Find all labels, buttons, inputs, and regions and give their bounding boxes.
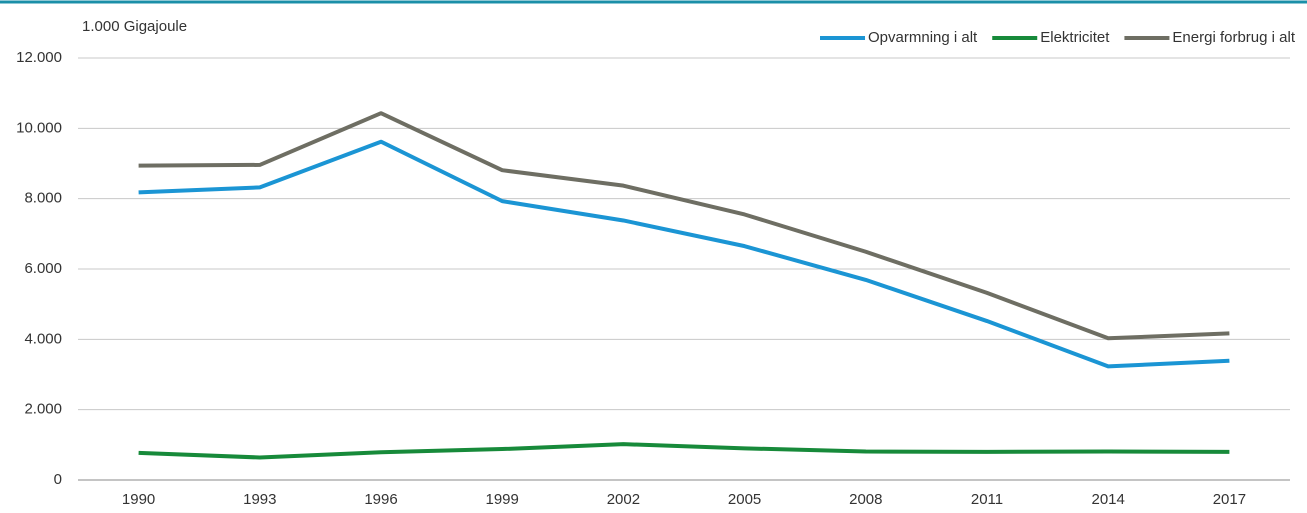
x-tick-label: 2008 (849, 491, 882, 508)
y-tick-label: 8.000 (24, 190, 62, 207)
legend-label: Elektricitet (1040, 29, 1110, 46)
y-tick-label: 10.000 (16, 119, 62, 136)
x-tick-label: 2017 (1213, 491, 1246, 508)
x-tick-label: 1999 (486, 491, 519, 508)
series-line (138, 139, 1230, 369)
y-tick-label: 4.000 (24, 330, 62, 347)
y-tick-label: 0 (54, 471, 62, 488)
x-tick-label: 1996 (364, 491, 397, 508)
x-tick-label: 2014 (1092, 491, 1125, 508)
y-tick-label: 6.000 (24, 260, 62, 277)
series-line (138, 111, 1230, 341)
unit-label: 1.000 Gigajoule (82, 18, 187, 35)
x-tick-label: 1993 (243, 491, 276, 508)
legend-label: Energi forbrug i alt (1172, 29, 1295, 46)
series-line (138, 442, 1230, 460)
x-tick-label: 2002 (607, 491, 640, 508)
y-tick-label: 12.000 (16, 49, 62, 66)
x-tick-label: 1990 (122, 491, 155, 508)
legend-label: Opvarmning i alt (868, 29, 978, 46)
y-tick-label: 2.000 (24, 401, 62, 418)
x-tick-label: 2011 (971, 491, 1003, 508)
x-tick-label: 2005 (728, 491, 761, 508)
